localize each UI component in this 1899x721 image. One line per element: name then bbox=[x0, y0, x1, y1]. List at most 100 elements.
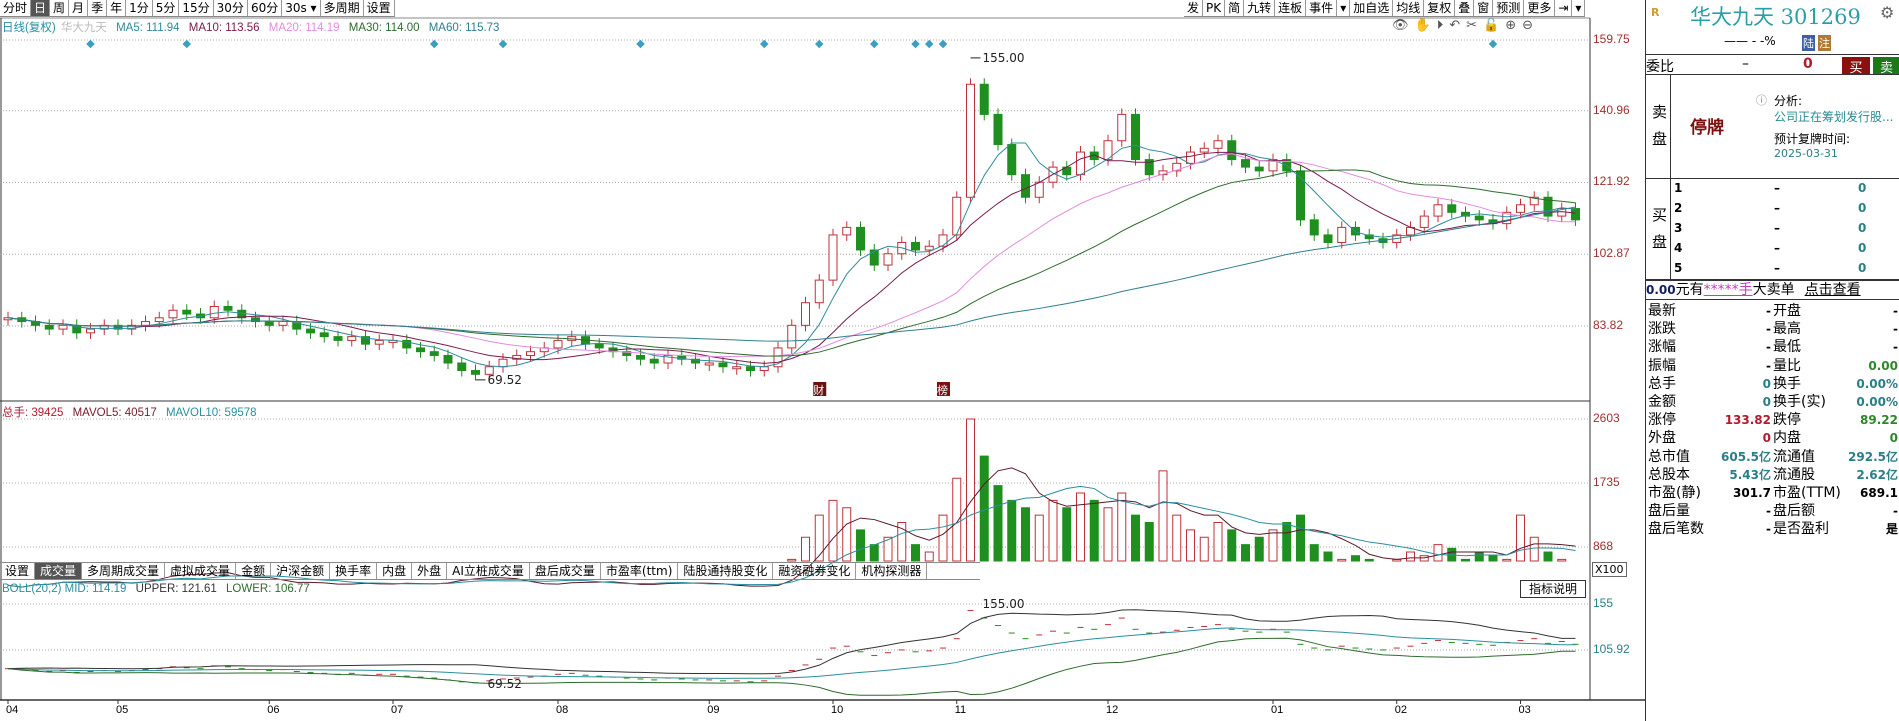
period-button-1[interactable]: 日 bbox=[31, 0, 51, 16]
tab-4[interactable]: 金额 bbox=[236, 563, 272, 579]
tool-button-10[interactable]: 叠 bbox=[1455, 0, 1475, 16]
tab-9[interactable]: AI立桩成交量 bbox=[447, 563, 530, 579]
tab-13[interactable]: 融资融券变化 bbox=[773, 563, 857, 579]
stat-row: 总股本 5.43亿 流通股 2.62亿 bbox=[1648, 466, 1898, 484]
period-button-7[interactable]: 5分 bbox=[153, 0, 180, 16]
candle bbox=[1131, 113, 1140, 161]
indicator-help-button[interactable]: 指标说明 bbox=[1520, 580, 1586, 598]
stat-label: 盘后量 bbox=[1648, 503, 1690, 520]
buy-button[interactable]: 买 bbox=[1842, 57, 1870, 76]
candle bbox=[1433, 204, 1443, 217]
r-badge: R bbox=[1651, 6, 1660, 19]
hand-icon[interactable]: ✋ bbox=[1414, 18, 1431, 33]
tab-6[interactable]: 换手率 bbox=[330, 563, 378, 579]
tool-button-11[interactable]: 窗 bbox=[1474, 0, 1494, 16]
play-icon[interactable]: ⏵ bbox=[1436, 18, 1444, 33]
tool-button-5[interactable]: 事件 bbox=[1306, 0, 1338, 16]
candle bbox=[1034, 181, 1044, 198]
big-order-row: 0.00元有*****手大卖单 点击查看 bbox=[1646, 282, 1899, 300]
quote-panel: R 华大九天 301269 ⚙ —— - -% 陆 注 委比 – 0 买 卖 卖… bbox=[1645, 0, 1899, 721]
bid-volume: 0 bbox=[1858, 241, 1867, 255]
gear-icon[interactable]: ⚙ bbox=[1880, 3, 1895, 22]
tool-button-4[interactable]: 连板 bbox=[1275, 0, 1307, 16]
tab-5[interactable]: 沪深金额 bbox=[271, 563, 331, 579]
candle bbox=[154, 317, 164, 323]
bid-price: – bbox=[1774, 241, 1780, 255]
period-button-10[interactable]: 60分 bbox=[248, 0, 283, 16]
volume-bar bbox=[869, 544, 879, 562]
tool-button-15[interactable]: ▾ bbox=[1572, 0, 1586, 16]
tab-1[interactable]: 成交量 bbox=[35, 563, 83, 579]
candle bbox=[429, 351, 439, 356]
tool-button-6[interactable]: ▾ bbox=[1337, 0, 1351, 16]
period-button-3[interactable]: 月 bbox=[69, 0, 89, 16]
period-button-2[interactable]: 周 bbox=[50, 0, 70, 16]
zoom-in-icon[interactable]: ⊕ bbox=[1505, 18, 1517, 33]
stat-label: 流通值 bbox=[1773, 448, 1815, 465]
candle bbox=[911, 241, 920, 251]
tab-12[interactable]: 陆股通持股变化 bbox=[678, 563, 774, 579]
zoom-out-icon[interactable]: ⊖ bbox=[1522, 18, 1534, 33]
period-button-13[interactable]: 设置 bbox=[364, 0, 395, 16]
view-link[interactable]: 点击查看 bbox=[1804, 282, 1861, 298]
sell-button[interactable]: 卖 bbox=[1873, 57, 1899, 76]
tab-10[interactable]: 盘后成交量 bbox=[530, 563, 601, 579]
ma20-value: MA20: 114.19 bbox=[268, 22, 340, 34]
tab-8[interactable]: 外盘 bbox=[412, 563, 448, 579]
period-button-4[interactable]: 季 bbox=[88, 0, 108, 16]
period-button-8[interactable]: 15分 bbox=[179, 0, 214, 16]
candle bbox=[113, 324, 123, 330]
kline-chart[interactable]: 财 榜 155.00 69.52 155.00 69.52 bbox=[0, 0, 1645, 721]
volume-bar bbox=[1213, 522, 1223, 562]
period-button-6[interactable]: 1分 bbox=[126, 0, 153, 16]
tool-button-9[interactable]: 复权 bbox=[1424, 0, 1456, 16]
tool-button-8[interactable]: 均线 bbox=[1393, 0, 1425, 16]
undo-icon[interactable]: ↶ bbox=[1449, 18, 1461, 33]
tool-button-13[interactable]: 更多 bbox=[1524, 0, 1556, 16]
candle bbox=[787, 324, 797, 349]
boll-lower-line bbox=[7, 637, 1576, 696]
tab-7[interactable]: 内盘 bbox=[377, 563, 413, 579]
tab-0[interactable]: 设置 bbox=[0, 563, 36, 579]
candle bbox=[1186, 151, 1195, 164]
period-button-11[interactable]: 30s ▾ bbox=[282, 0, 321, 16]
volume-bar bbox=[787, 558, 797, 562]
tool-button-14[interactable]: ⇥ bbox=[1555, 0, 1573, 16]
tool-button-12[interactable]: 预测 bbox=[1493, 0, 1525, 16]
volume-bar bbox=[1474, 551, 1484, 562]
tab-11[interactable]: 市盈率(ttm) bbox=[601, 563, 679, 579]
y-tick-label: 105.92 bbox=[1593, 642, 1630, 656]
candle bbox=[773, 347, 783, 368]
stat-value: 0.00% bbox=[1856, 395, 1898, 409]
bid-volume: 0 bbox=[1858, 201, 1867, 215]
stat-row: 总市值 605.5亿 流通值 292.5亿 bbox=[1648, 448, 1898, 466]
tab-14[interactable]: 机构探测器 bbox=[856, 563, 928, 579]
stat-row: 涨幅 - 最低 - bbox=[1648, 338, 1898, 356]
candle bbox=[732, 366, 742, 370]
y-tick-label: 1735 bbox=[1593, 475, 1620, 490]
period-button-9[interactable]: 30分 bbox=[214, 0, 248, 16]
volume-bar bbox=[1516, 514, 1525, 562]
eye-icon[interactable]: 👁 bbox=[1392, 18, 1409, 33]
volume-bar bbox=[1543, 551, 1553, 562]
analysis-link[interactable]: 公司正在筹划发行股... bbox=[1774, 110, 1894, 124]
period-button-5[interactable]: 年 bbox=[107, 0, 127, 16]
stock-name: 华大九天 bbox=[60, 22, 107, 34]
tool-button-0[interactable]: 发 bbox=[1184, 0, 1204, 16]
period-button-12[interactable]: 多周期 bbox=[321, 0, 364, 16]
tool-button-1[interactable]: PK bbox=[1203, 0, 1226, 16]
volume-bar bbox=[1461, 558, 1470, 562]
tab-3[interactable]: 虚拟成交量 bbox=[165, 563, 237, 579]
tool-button-2[interactable]: 简 bbox=[1225, 0, 1245, 16]
period-button-0[interactable]: 分时 bbox=[0, 0, 32, 16]
scissors-icon[interactable]: ✂ bbox=[1466, 18, 1478, 33]
candle bbox=[704, 362, 714, 366]
tool-button-3[interactable]: 九转 bbox=[1244, 0, 1276, 16]
candle bbox=[264, 321, 274, 326]
candle bbox=[1103, 140, 1113, 161]
tool-button-7[interactable]: 加自选 bbox=[1350, 0, 1394, 16]
tab-2[interactable]: 多周期成交量 bbox=[82, 563, 166, 579]
resume-label: 预计复牌时间: bbox=[1774, 132, 1851, 146]
candle bbox=[856, 226, 865, 251]
lock-icon[interactable]: 🔓 bbox=[1483, 18, 1500, 33]
